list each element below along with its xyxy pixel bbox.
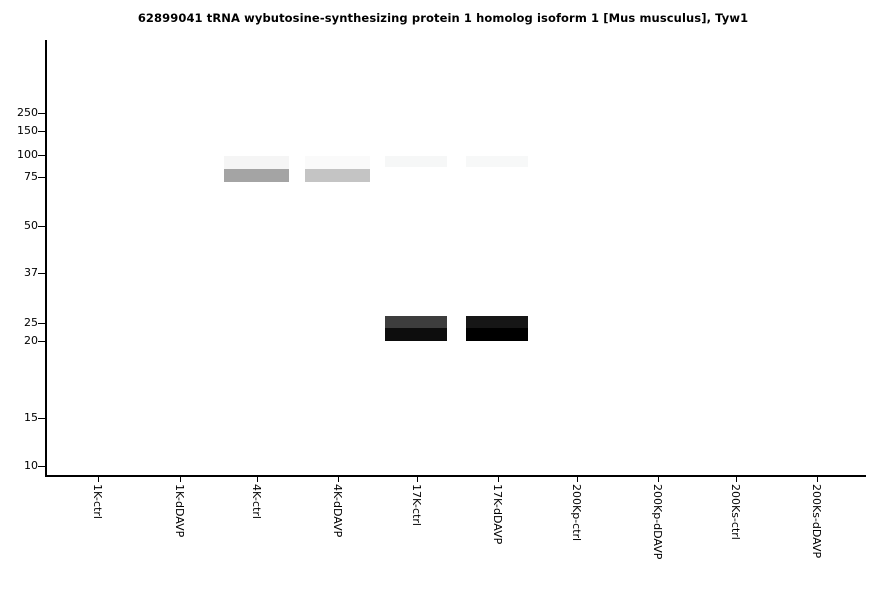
x-tick-mark (736, 477, 737, 482)
y-tick-mark (38, 418, 45, 419)
x-tick-label-200kp-ctrl: 200Kp-ctrl (570, 484, 583, 542)
gel-band-segment (466, 156, 528, 167)
y-tick-label: 100 (17, 148, 38, 161)
gel-band-segment (305, 156, 370, 169)
y-tick-label: 10 (24, 459, 38, 472)
gel-band (224, 156, 289, 182)
y-axis-line (45, 40, 47, 477)
x-tick-label-4k-ctrl: 4K-ctrl (250, 484, 263, 519)
y-tick-mark (38, 466, 45, 467)
y-tick-label: 25 (24, 316, 38, 329)
y-tick-label: 75 (24, 170, 38, 183)
gel-band-segment (385, 156, 447, 167)
gel-band-segment (224, 169, 289, 182)
x-tick-label-200kp-ddavp: 200Kp-dDAVP (651, 484, 664, 560)
y-tick-mark (38, 131, 45, 132)
gel-band-segment (466, 316, 528, 328)
x-axis-line (45, 475, 866, 477)
x-tick-label-1k-ctrl: 1K-ctrl (91, 484, 104, 519)
gel-band-segment (385, 328, 447, 341)
gel-band-segment (224, 156, 289, 169)
y-tick-mark (38, 273, 45, 274)
x-tick-label-1k-ddavp: 1K-dDAVP (173, 484, 186, 538)
y-tick-mark (38, 113, 45, 114)
gel-band (305, 156, 370, 182)
x-tick-label-4k-ddavp: 4K-dDAVP (331, 484, 344, 538)
gel-band (385, 156, 447, 167)
gel-band (385, 316, 447, 341)
x-tick-mark (817, 477, 818, 482)
x-tick-mark (180, 477, 181, 482)
y-tick-label: 15 (24, 411, 38, 424)
y-tick-mark (38, 177, 45, 178)
y-tick-label: 250 (17, 106, 38, 119)
x-tick-mark (417, 477, 418, 482)
y-tick-label: 20 (24, 334, 38, 347)
gel-band-segment (385, 316, 447, 328)
x-tick-mark (658, 477, 659, 482)
gel-band (466, 156, 528, 167)
y-tick-mark (38, 155, 45, 156)
y-tick-label: 150 (17, 124, 38, 137)
x-tick-label-200ks-ctrl: 200Ks-ctrl (729, 484, 742, 540)
page-title: 62899041 tRNA wybutosine-synthesizing pr… (137, 11, 749, 25)
x-tick-label-17k-ddavp: 17K-dDAVP (491, 484, 504, 545)
y-tick-mark (38, 226, 45, 227)
gel-band (466, 316, 528, 341)
x-tick-label-17k-ctrl: 17K-ctrl (410, 484, 423, 526)
gel-band-segment (466, 328, 528, 341)
x-tick-mark (498, 477, 499, 482)
x-tick-mark (577, 477, 578, 482)
y-tick-label: 37 (24, 266, 38, 279)
x-tick-label-200ks-ddavp: 200Ks-dDAVP (810, 484, 823, 559)
x-tick-mark (257, 477, 258, 482)
gel-band-segment (305, 169, 370, 182)
y-tick-mark (38, 323, 45, 324)
x-tick-mark (338, 477, 339, 482)
y-tick-label: 50 (24, 219, 38, 232)
y-tick-mark (38, 341, 45, 342)
x-tick-mark (98, 477, 99, 482)
